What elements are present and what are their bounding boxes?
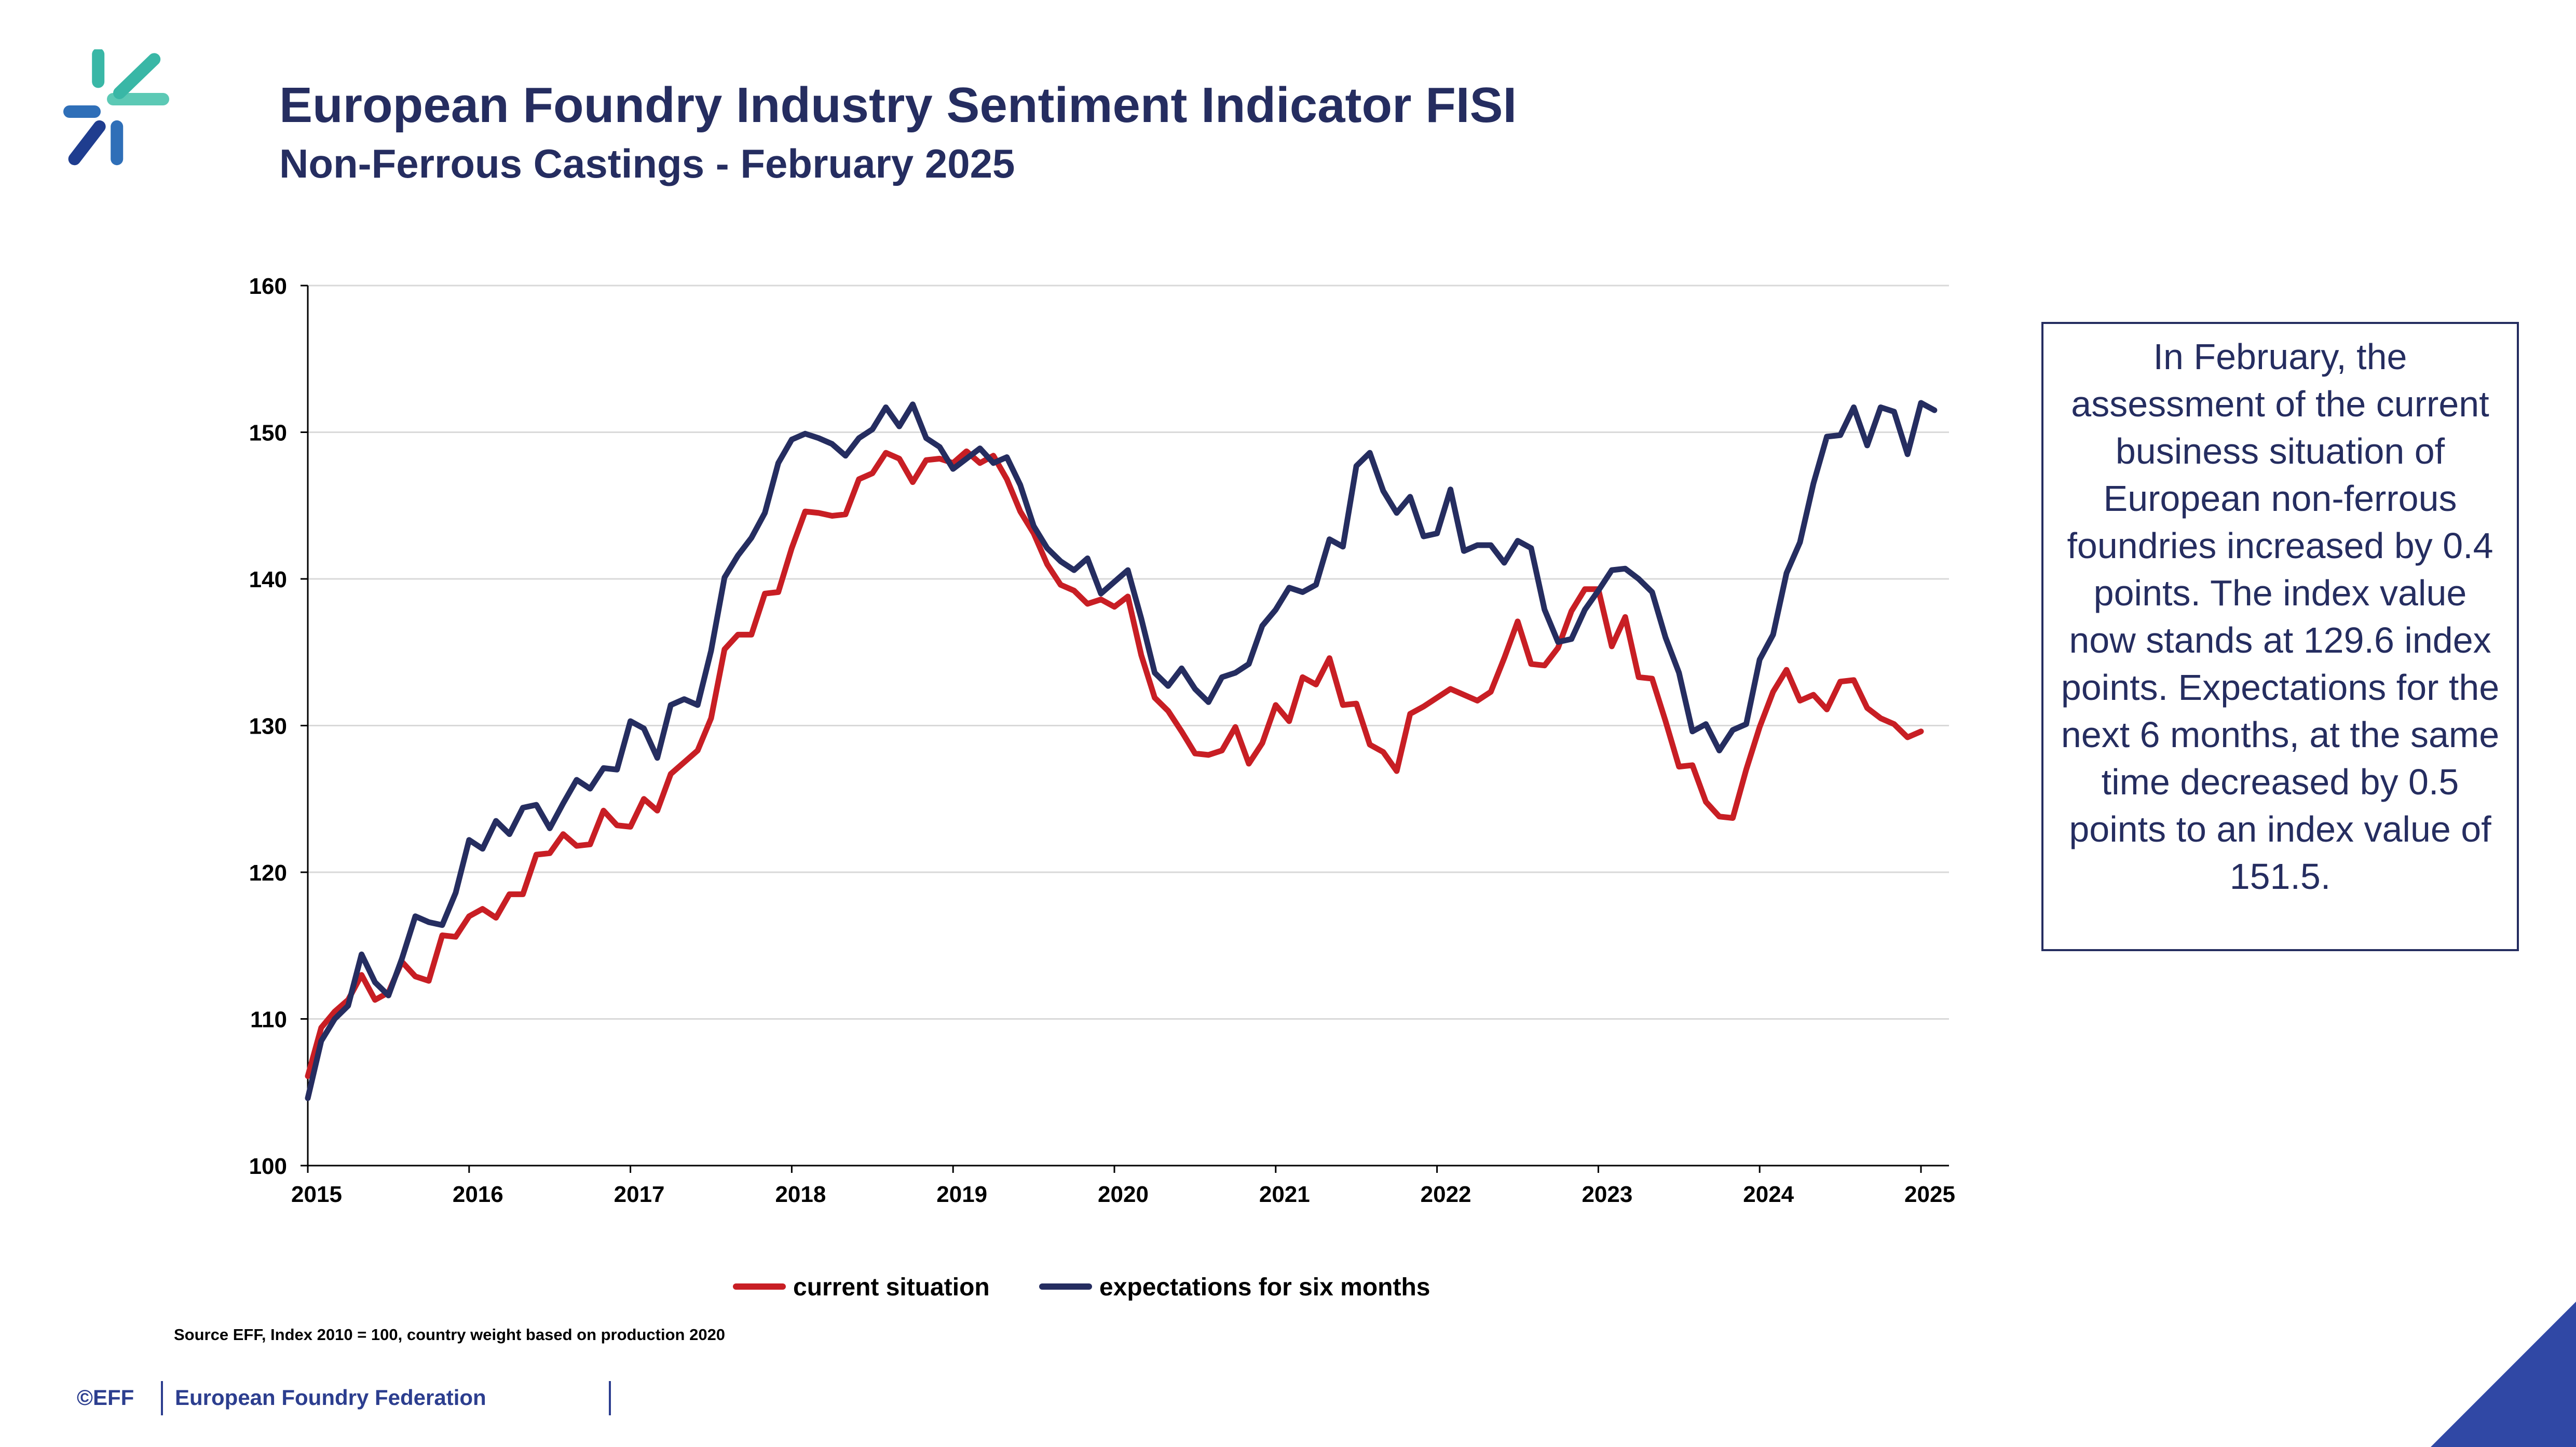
x-tick-label: 2025 [1904,1182,1955,1207]
y-tick-label: 130 [249,714,287,739]
x-tick-labels: 2015 2016 2017 2018 2019 2020 2021 2022 2023 2024… [291,1182,1955,1207]
x-tick-label: 2023 [1582,1182,1632,1207]
eff-logo-icon [63,49,169,166]
x-tick-label: 2018 [775,1182,826,1207]
series-lines [305,400,1938,1101]
x-tick-label: 2020 [1098,1182,1149,1207]
x-tick-label: 2021 [1259,1182,1310,1207]
footer-copyright: ©EFF [77,1385,134,1410]
y-tick-label: 150 [249,421,287,446]
y-tick-label: 160 [249,274,287,299]
legend-label-current: current situation [793,1274,990,1301]
x-tick-label: 2019 [936,1182,987,1207]
footer-organization: European Foundry Federation [175,1385,486,1410]
y-tick-label: 140 [249,567,287,592]
y-tick-label: 100 [249,1154,287,1179]
series-line-current-situation [305,448,1924,1079]
x-tick-label: 2015 [291,1182,342,1207]
x-tick-label: 2016 [453,1182,503,1207]
chart-legend: current situation expectations for six mo… [733,1274,1430,1301]
footer-divider [161,1381,163,1415]
x-tick-label: 2017 [614,1182,665,1207]
page-subtitle: Non-Ferrous Castings - February 2025 [279,141,1015,186]
summary-note-box: In February, the assessment of the curre… [2041,322,2519,951]
x-tick-label: 2024 [1743,1182,1794,1207]
y-tick-label: 110 [250,1007,287,1033]
x-tick-label: 2022 [1421,1182,1471,1207]
gridlines [301,285,1949,1167]
footer-divider-end [609,1381,611,1415]
y-tick-labels: 100 110 120 130 140 150 160 [249,274,287,1179]
series-line-expectations [305,400,1938,1101]
y-tick-label: 120 [249,860,287,886]
chart-axes [307,286,1949,1173]
page-title: European Foundry Industry Sentiment Indi… [279,77,1517,133]
legend-label-expectations: expectations for six months [1099,1274,1430,1301]
source-note: Source EFF, Index 2010 = 100, country we… [174,1326,726,1344]
